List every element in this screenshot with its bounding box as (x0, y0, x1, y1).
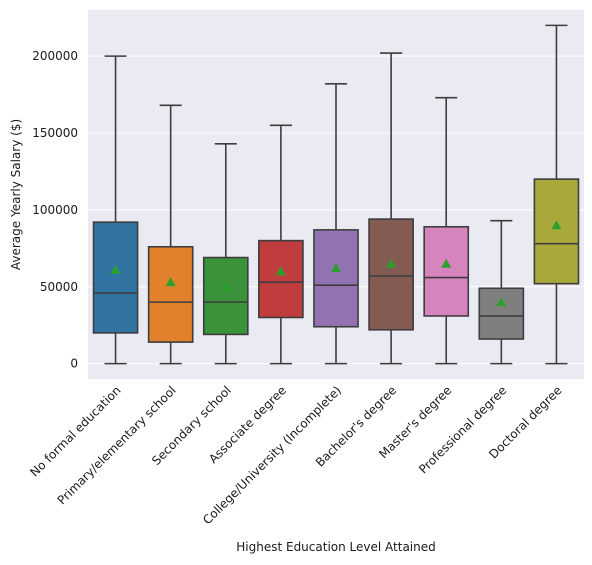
box-9 (533, 24, 580, 365)
x-tick-label: Primary/elementary school (55, 383, 179, 507)
box-2 (147, 104, 194, 365)
iqr-box (202, 256, 249, 336)
y-tick-label: 50000 (40, 280, 78, 294)
box-series (92, 24, 580, 365)
y-tick-label: 150000 (32, 126, 78, 140)
x-tick-label: No formal education (27, 383, 123, 479)
iqr-box (533, 178, 580, 285)
mean-marker (165, 277, 176, 287)
box-1 (92, 55, 139, 365)
mean-marker (551, 220, 562, 230)
box-8 (478, 219, 525, 365)
box-7 (423, 96, 470, 365)
y-tick-label: 100000 (32, 203, 78, 217)
iqr-box (147, 245, 194, 343)
y-axis-ticks: 0 50000 100000 150000 200000 (32, 49, 78, 371)
iqr-box (368, 218, 414, 331)
iqr-box (258, 239, 304, 319)
box-5 (313, 83, 359, 365)
mean-marker (386, 258, 397, 268)
mean-marker (275, 266, 286, 276)
x-axis-label: Highest Education Level Attained (236, 540, 435, 554)
mean-marker (220, 281, 231, 291)
iqr-box (423, 225, 470, 317)
mean-marker (496, 297, 507, 307)
mean-marker (110, 264, 121, 274)
box-3 (202, 142, 249, 365)
box-6 (368, 52, 414, 365)
y-axis-label: Average Yearly Salary ($) (9, 119, 23, 270)
mean-marker (331, 263, 341, 273)
y-tick-label: 0 (70, 357, 78, 371)
iqr-box (478, 287, 525, 340)
box-4 (258, 124, 304, 365)
mean-marker (441, 258, 452, 268)
iqr-box (313, 229, 359, 328)
iqr-box (92, 221, 139, 334)
y-tick-label: 200000 (32, 49, 78, 63)
